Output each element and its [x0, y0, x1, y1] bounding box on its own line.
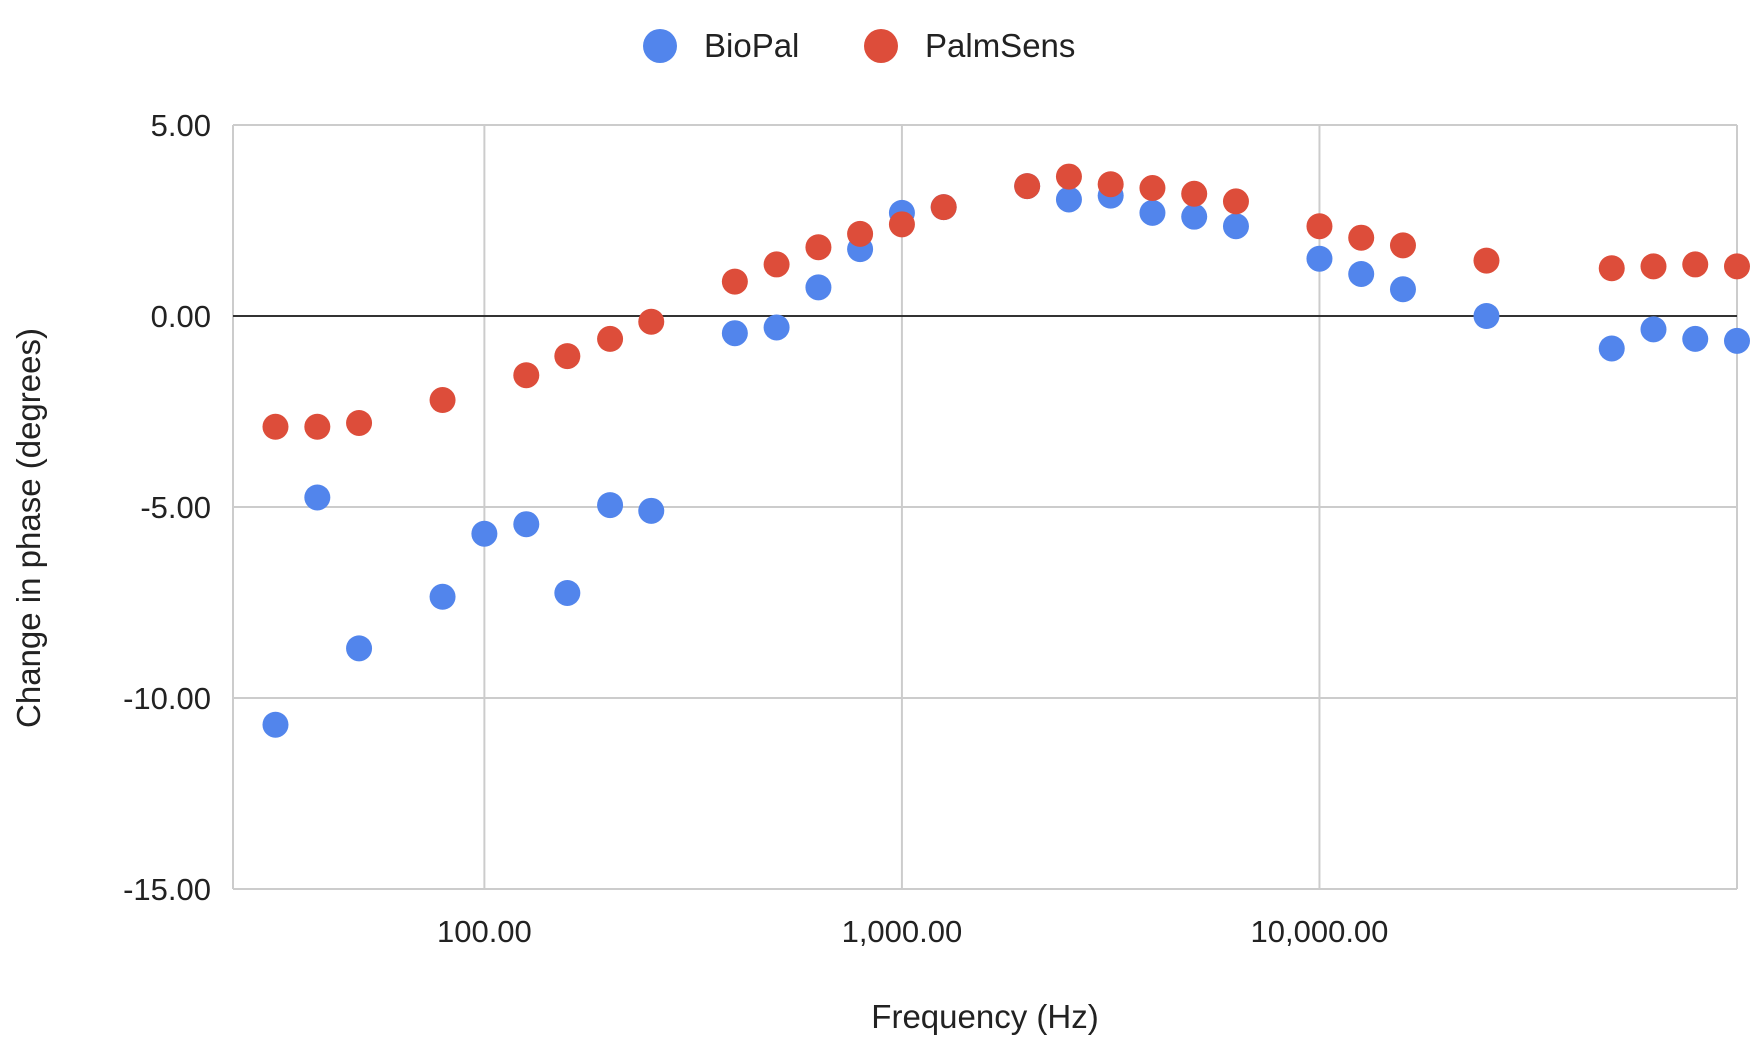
point-palmsens	[346, 409, 373, 436]
point-palmsens	[888, 211, 915, 238]
point-biopal	[721, 320, 748, 347]
point-biopal	[1598, 335, 1625, 362]
point-palmsens	[1473, 247, 1500, 274]
point-biopal	[1348, 260, 1375, 287]
point-biopal	[471, 520, 498, 547]
point-palmsens	[1097, 171, 1124, 198]
point-palmsens	[1139, 175, 1166, 202]
legend-label-palmsens: PalmSens	[925, 27, 1075, 64]
point-biopal	[1181, 203, 1208, 230]
point-palmsens	[1640, 253, 1667, 280]
y-tick-label: 0.00	[151, 299, 211, 334]
point-biopal	[1222, 213, 1249, 240]
y-axis-title: Change in phase (degrees)	[10, 328, 47, 728]
point-palmsens	[304, 413, 331, 440]
point-palmsens	[805, 234, 832, 261]
legend: BioPal PalmSens	[643, 27, 1075, 64]
point-biopal	[346, 635, 373, 662]
point-palmsens	[1682, 251, 1709, 278]
point-palmsens	[763, 251, 790, 278]
y-tick-label: -5.00	[140, 490, 211, 525]
point-biopal	[1640, 316, 1667, 343]
x-tick-label: 1,000.00	[842, 914, 963, 949]
point-biopal	[805, 274, 832, 301]
point-biopal	[1055, 186, 1082, 213]
point-biopal	[1389, 276, 1416, 303]
point-palmsens	[1348, 224, 1375, 251]
x-tick-label: 100.00	[437, 914, 532, 949]
point-palmsens	[1181, 180, 1208, 207]
x-tick-label: 10,000.00	[1251, 914, 1389, 949]
point-palmsens	[1389, 232, 1416, 259]
point-biopal	[1724, 327, 1750, 354]
y-tick-label: -15.00	[123, 872, 211, 907]
point-palmsens	[721, 268, 748, 295]
point-biopal	[429, 583, 456, 610]
point-palmsens	[847, 220, 874, 247]
y-tick-label: 5.00	[151, 108, 211, 143]
point-palmsens	[513, 362, 540, 389]
point-palmsens	[638, 308, 665, 335]
point-biopal	[304, 484, 331, 511]
point-biopal	[262, 711, 289, 738]
legend-marker-biopal	[643, 29, 677, 63]
point-palmsens	[597, 325, 624, 352]
point-palmsens	[930, 194, 957, 221]
legend-label-biopal: BioPal	[704, 27, 799, 64]
x-axis-title: Frequency (Hz)	[871, 998, 1098, 1035]
point-biopal	[1306, 245, 1333, 272]
legend-marker-palmsens	[864, 29, 898, 63]
y-tick-label: -10.00	[123, 681, 211, 716]
point-palmsens	[1724, 253, 1750, 280]
point-biopal	[1682, 325, 1709, 352]
point-biopal	[513, 511, 540, 538]
point-biopal	[1473, 303, 1500, 329]
axes: 5.00 0.00 -5.00 -10.00 -15.00 100.00 1,000.00 1…	[123, 108, 1737, 949]
point-palmsens	[1306, 213, 1333, 240]
data-points	[262, 163, 1750, 738]
point-palmsens	[1598, 255, 1625, 282]
point-biopal	[554, 579, 581, 606]
point-biopal	[1139, 199, 1166, 226]
point-palmsens	[1222, 188, 1249, 215]
point-biopal	[638, 497, 665, 524]
point-palmsens	[554, 343, 581, 370]
point-palmsens	[429, 387, 456, 414]
point-palmsens	[262, 413, 289, 440]
gridlines	[232, 124, 1738, 890]
point-biopal	[597, 492, 624, 519]
point-biopal	[763, 314, 790, 341]
point-palmsens	[1055, 163, 1082, 190]
point-palmsens	[1014, 173, 1041, 200]
